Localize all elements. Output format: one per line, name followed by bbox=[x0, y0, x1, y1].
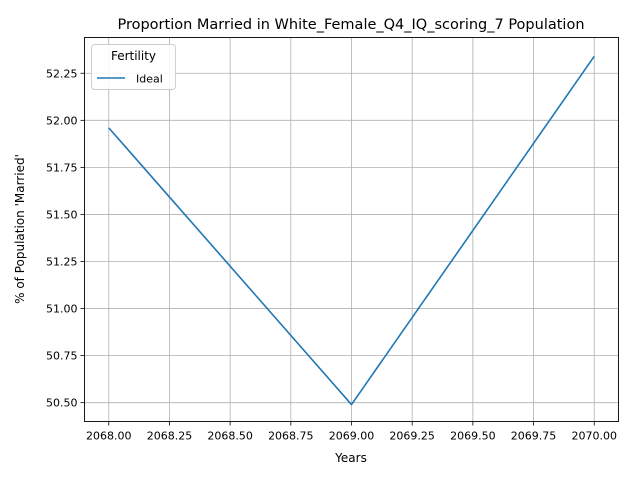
y-axis-ticks: 50.50 50.75 51.00 51.25 51.50 51.75 52.00 52.25 bbox=[46, 67, 85, 410]
chart-title: Proportion Married in White_Female_Q4_IQ… bbox=[117, 17, 584, 33]
y-tick-label: 52.25 bbox=[46, 67, 78, 80]
x-tick-label: 2068.50 bbox=[207, 430, 253, 443]
x-tick-label: 2070.00 bbox=[571, 430, 617, 443]
x-tick-label: 2069.75 bbox=[511, 430, 557, 443]
x-tick-label: 2068.00 bbox=[86, 430, 132, 443]
legend: Fertility Ideal bbox=[91, 44, 176, 90]
y-tick-label: 51.25 bbox=[46, 256, 78, 269]
x-axis-ticks: 2068.00 2068.25 2068.50 2068.75 2069.00 2069.… bbox=[86, 421, 617, 443]
y-tick-label: 52.00 bbox=[46, 114, 78, 127]
legend-title: Fertility bbox=[111, 49, 156, 63]
grid bbox=[84, 37, 619, 422]
series-line-ideal bbox=[108, 55, 595, 406]
x-tick-label: 2068.75 bbox=[268, 430, 314, 443]
y-tick-label: 51.50 bbox=[46, 208, 78, 221]
y-tick-label: 51.00 bbox=[46, 303, 78, 316]
x-tick-label: 2069.25 bbox=[389, 430, 435, 443]
y-tick-label: 51.75 bbox=[46, 161, 78, 174]
series-lines bbox=[108, 55, 595, 406]
y-axis-label: % of Population 'Married' bbox=[13, 154, 27, 304]
x-axis-label: Years bbox=[334, 451, 367, 465]
x-tick-label: 2069.50 bbox=[450, 430, 496, 443]
x-tick-label: 2069.00 bbox=[329, 430, 375, 443]
x-tick-label: 2068.25 bbox=[147, 430, 193, 443]
y-tick-label: 50.50 bbox=[46, 397, 78, 410]
y-tick-label: 50.75 bbox=[46, 350, 78, 363]
legend-entry: Ideal bbox=[136, 73, 163, 86]
